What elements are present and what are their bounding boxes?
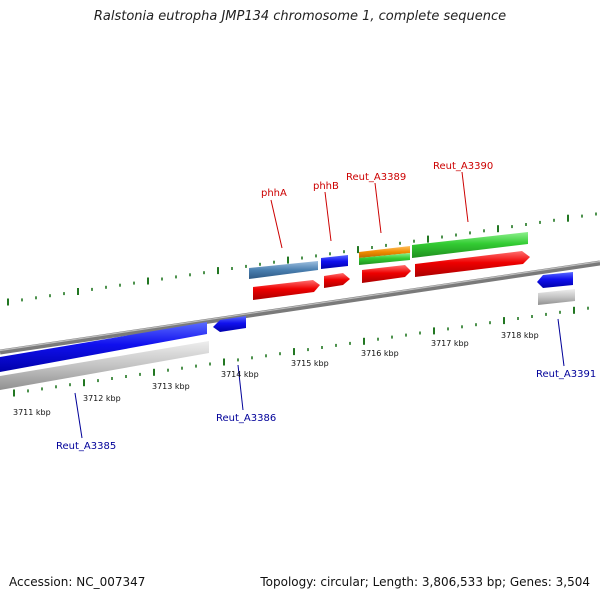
lower-tick-row bbox=[13, 306, 589, 397]
steelblue-feature[interactable] bbox=[249, 261, 318, 279]
blue-gene-arrow-Reut_A3385[interactable] bbox=[0, 322, 207, 372]
chromosome-backbone-highlight bbox=[0, 260, 600, 352]
gene-label-Reut_A3386[interactable]: Reut_A3386 bbox=[216, 413, 276, 424]
gene-labels: phhA phhB Reut_A3389 Reut_A3390 Reut_A33… bbox=[56, 161, 596, 452]
scale-labels: 3711 kbp 3712 kbp 3713 kbp 3714 kbp 3715… bbox=[13, 331, 539, 417]
scale-label-3718: 3718 kbp bbox=[501, 331, 539, 340]
scale-label-3711: 3711 kbp bbox=[13, 408, 51, 417]
scale-label-3714: 3714 kbp bbox=[221, 370, 259, 379]
topology-text: Topology: circular; Length: 3,806,533 bp… bbox=[260, 575, 590, 589]
minus-strand-features bbox=[0, 316, 246, 390]
scale-label-3712: 3712 kbp bbox=[83, 394, 121, 403]
gene-label-Reut_A3389[interactable]: Reut_A3389 bbox=[346, 172, 406, 183]
label-leaders bbox=[74, 171, 565, 439]
scale-label-3716: 3716 kbp bbox=[361, 349, 399, 358]
scale-label-3713: 3713 kbp bbox=[152, 382, 190, 391]
blue-gene-arrow-Reut_A3386[interactable] bbox=[213, 316, 246, 332]
upper-tick-row bbox=[7, 212, 597, 306]
blue-gene-arrow-Reut_A3391[interactable] bbox=[537, 272, 573, 288]
gene-label-Reut_A3391[interactable]: Reut_A3391 bbox=[536, 369, 596, 380]
green-feature-b[interactable] bbox=[412, 232, 528, 258]
gene-label-Reut_A3390[interactable]: Reut_A3390 bbox=[433, 161, 493, 172]
gene-label-phhB[interactable]: phhB bbox=[313, 181, 339, 192]
chromosome-backbone bbox=[0, 260, 600, 355]
grey-pseudo-Reut_A3391[interactable] bbox=[538, 289, 575, 305]
red-gene-arrow-Reut_A3390[interactable] bbox=[415, 251, 530, 277]
red-gene-arrow-phhA[interactable] bbox=[253, 280, 320, 300]
map-title: Ralstonia eutropha JMP134 chromosome 1, … bbox=[93, 9, 507, 24]
red-gene-arrow-phhB[interactable] bbox=[324, 273, 350, 288]
scale-label-3715: 3715 kbp bbox=[291, 359, 329, 368]
blue-feature-phhB[interactable] bbox=[321, 255, 348, 269]
plus-strand-features bbox=[249, 232, 575, 305]
scale-label-3717: 3717 kbp bbox=[431, 339, 469, 348]
gene-label-Reut_A3385[interactable]: Reut_A3385 bbox=[56, 441, 116, 452]
red-gene-arrow-Reut_A3389[interactable] bbox=[362, 265, 411, 283]
gene-label-phhA[interactable]: phhA bbox=[261, 188, 287, 199]
grey-pseudo-Reut_A3385[interactable] bbox=[0, 341, 209, 390]
orange-feature[interactable] bbox=[359, 246, 410, 258]
green-feature-a[interactable] bbox=[359, 253, 410, 265]
accession-text: Accession: NC_007347 bbox=[9, 575, 146, 589]
